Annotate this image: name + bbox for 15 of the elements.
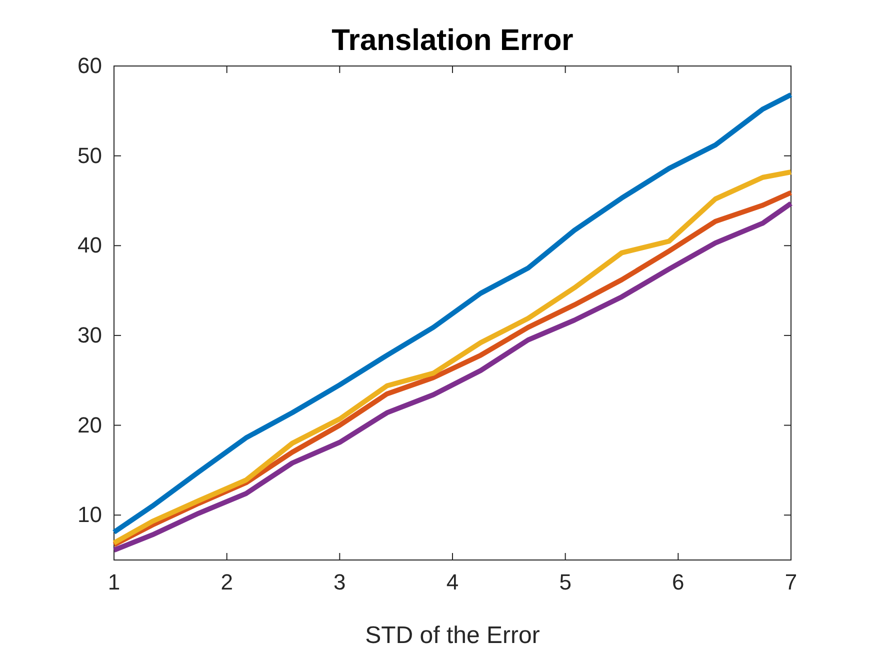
y-tick-label: 50 [78,142,102,168]
x-tick-label: 7 [784,570,798,595]
y-tick-label: 60 [78,53,102,78]
x-tick-label: 2 [220,570,233,595]
y-tick-label: 40 [78,232,102,258]
x-tick-label: 4 [446,570,459,595]
x-tick-label: 5 [559,570,572,595]
chart-title: Translation Error [332,24,574,57]
x-tick-label: 1 [108,570,120,595]
x-tick-label: 3 [334,570,346,595]
x-axis-title: STD of the Error [365,622,540,649]
y-tick-label: 30 [78,322,102,348]
x-tick-label: 6 [672,570,684,595]
y-tick-label: 10 [78,502,102,528]
y-tick-label: 20 [78,412,102,438]
